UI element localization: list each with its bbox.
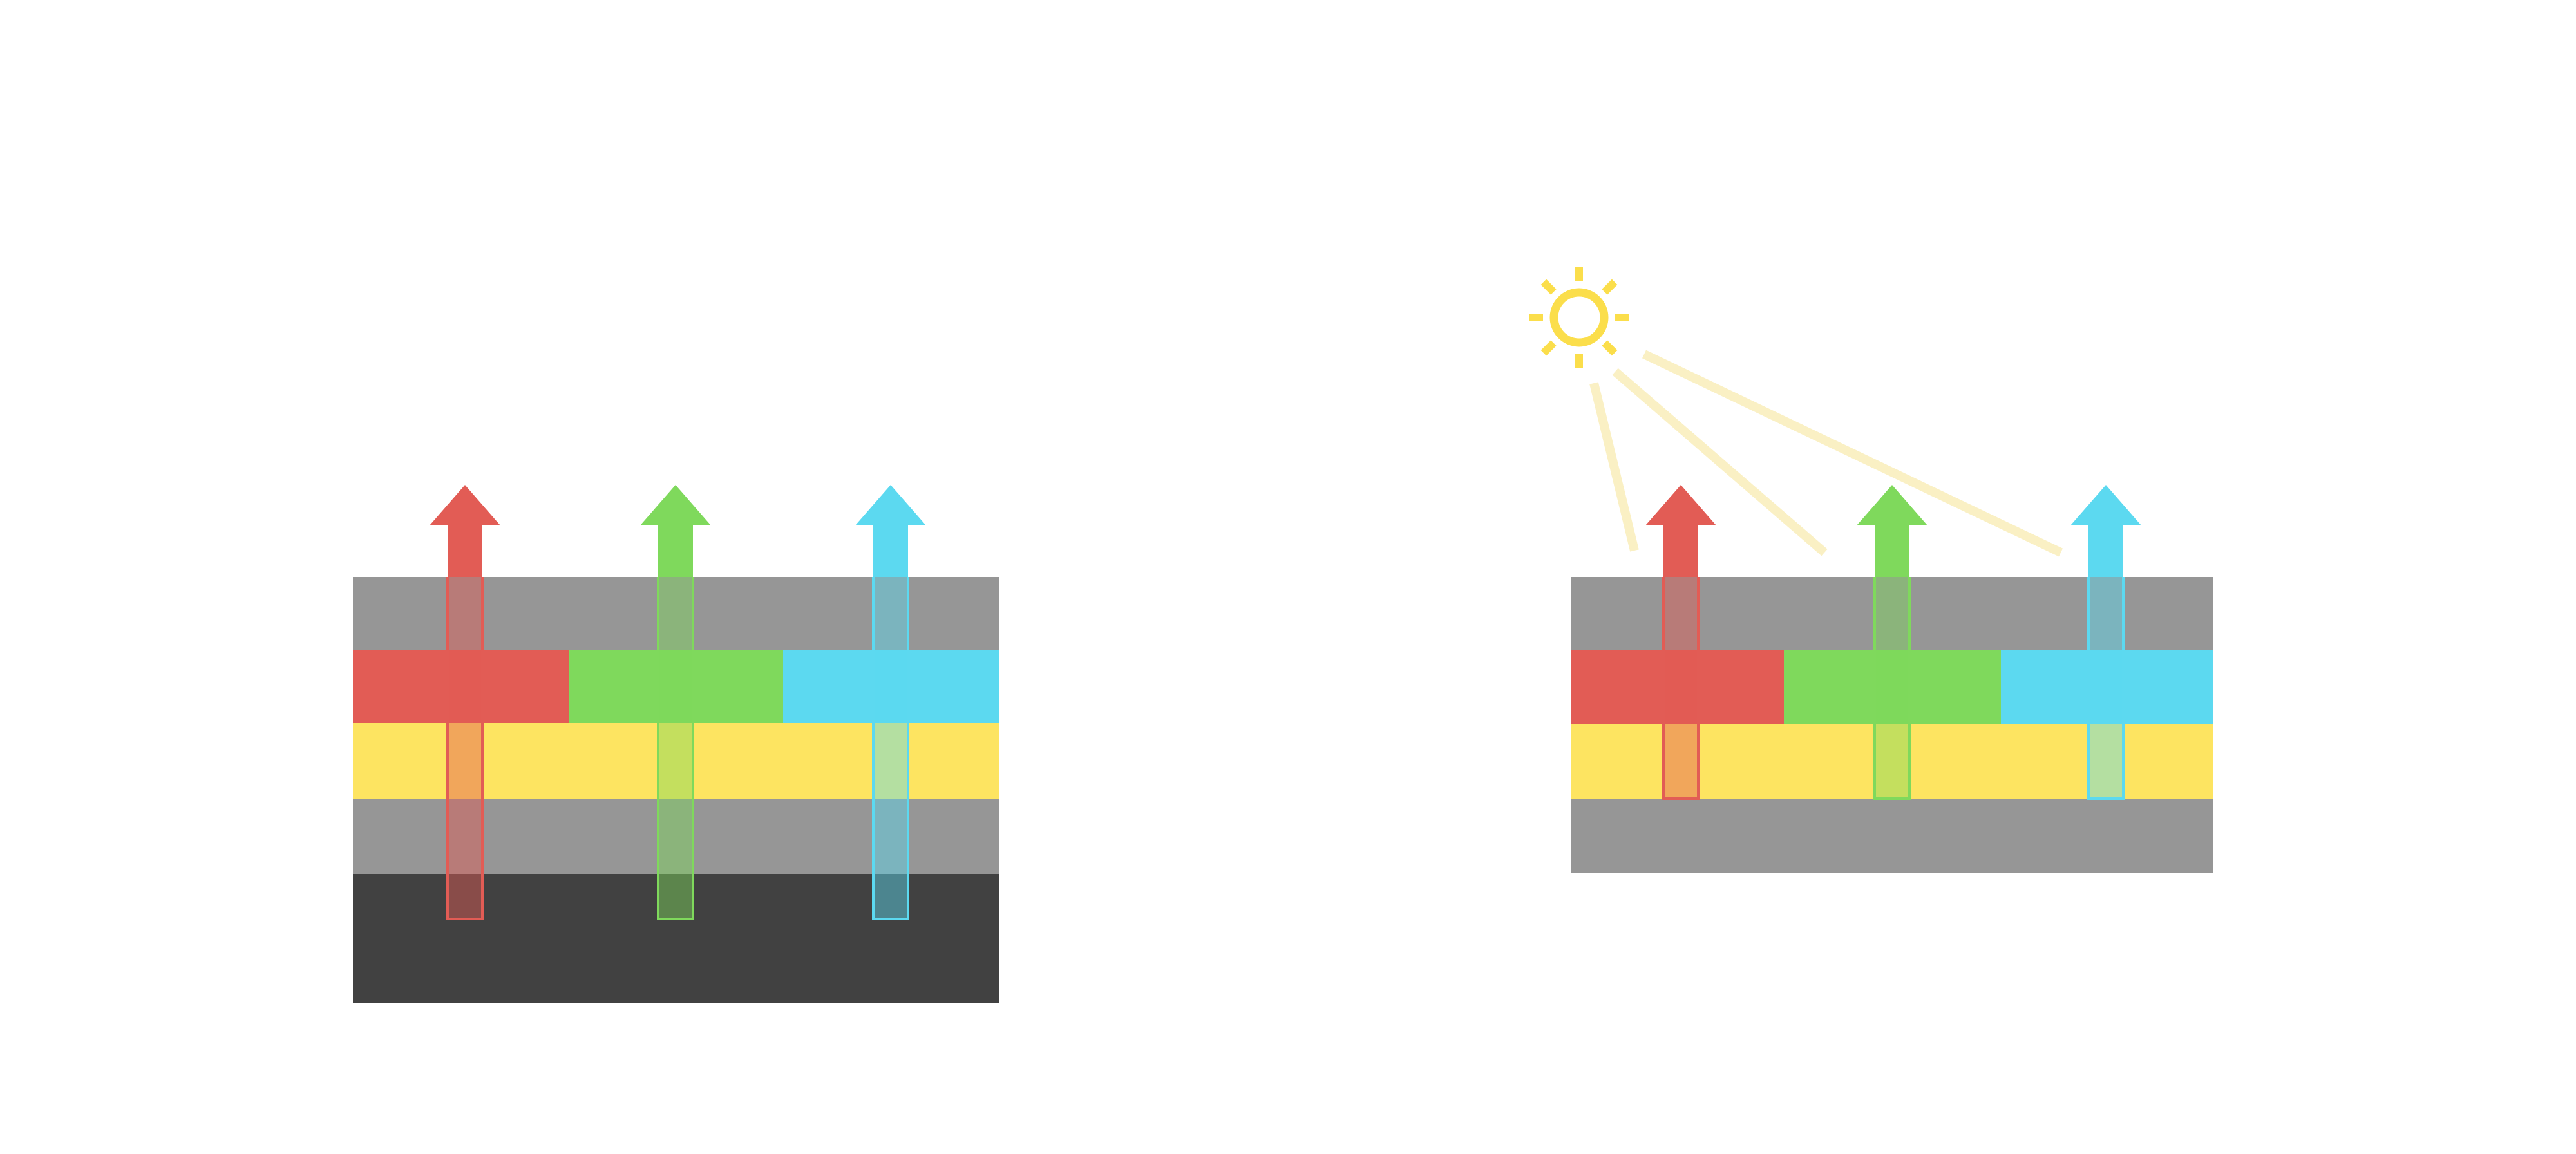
sun-ray-tick [1602,340,1618,356]
left-green-light-arrow [640,485,711,577]
right-gray-layer-bottom [1571,799,2213,873]
left-gray-layer-top [353,577,999,650]
right-blue-light-arrow [2070,485,2141,577]
left-green-light-arrow-inner-shaft [657,577,694,920]
sunlight-beam [1589,382,1639,552]
left-gray-layer-lower [353,799,999,874]
right-yellow-layer [1571,724,2213,799]
right-red-light-arrow-inner-shaft [1662,577,1700,800]
left-red-light-arrow [430,485,500,577]
right-green-light-arrow-inner-shaft [1873,577,1911,800]
left-yellow-layer [353,723,999,799]
left-rgb-layer-red-segment [353,650,569,723]
sun-disc-outline [1549,288,1609,347]
left-dark-base-layer [353,874,999,1003]
sun-ray-tick [1540,340,1557,356]
right-gray-layer-top [1571,577,2213,650]
left-rgb-layer-blue-segment [783,650,999,723]
sunlight-beam [1612,368,1828,556]
right-rgb-layer-red-segment [1571,650,1784,724]
right-green-light-arrow [1857,485,1927,577]
right-red-light-arrow [1645,485,1716,577]
left-rgb-layer-green-segment [569,650,783,723]
left-emitting-stack-diagram [353,485,999,1003]
sun-ray-tick [1602,279,1618,295]
left-blue-light-arrow [855,485,926,577]
right-blue-light-arrow-inner-shaft [2087,577,2125,800]
right-sunlit-stack-diagram [1529,267,2213,873]
sunlight-beam [1642,350,2063,557]
right-rgb-layer-blue-segment [2001,650,2213,724]
sun-icon [1529,267,1629,368]
right-rgb-layer-green-segment [1784,650,2001,724]
left-blue-light-arrow-inner-shaft [872,577,909,920]
sun-ray-tick [1540,279,1557,295]
left-red-light-arrow-inner-shaft [446,577,484,920]
